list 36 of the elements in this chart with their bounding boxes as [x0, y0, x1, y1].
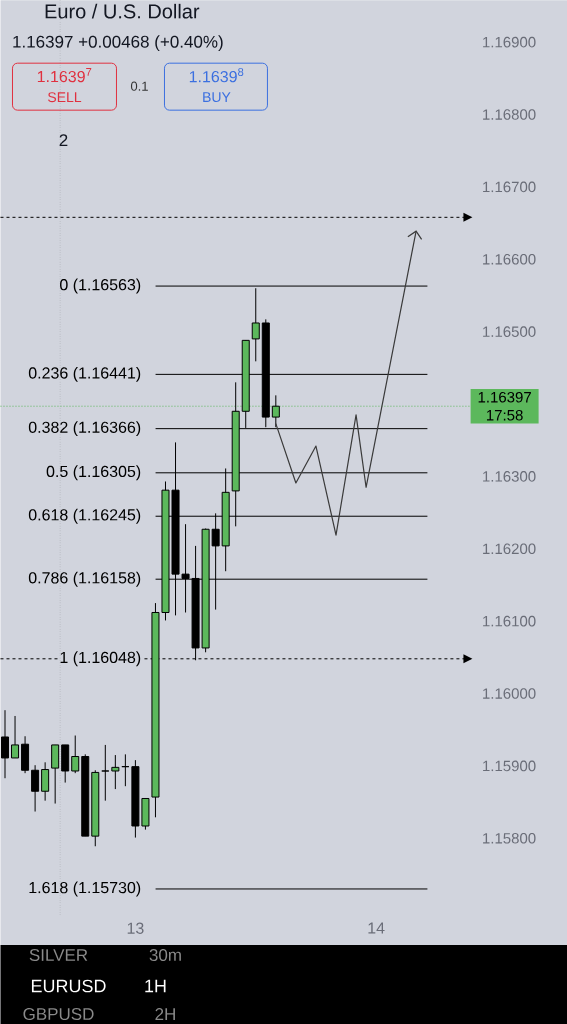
- annotation: SELL: [47, 92, 81, 103]
- text: SILVER: [29, 948, 88, 962]
- x-tick-label: 13: [127, 922, 144, 934]
- ref-line-label: 0.5 (1.16305): [46, 465, 140, 481]
- y-tick-label: 1.15800: [482, 832, 536, 844]
- y-tick-label: 1.16800: [482, 109, 536, 120]
- y-tick-label: 1.16200: [482, 543, 536, 555]
- text: 1.16397 +0.00468 (+0.40%): [13, 35, 223, 52]
- text: GBPUSD: [23, 1007, 94, 1021]
- x-tick-label: 14: [368, 922, 385, 934]
- y-tick-label: 1.16300: [482, 471, 536, 482]
- annotation: 2: [59, 134, 68, 147]
- ref-line-label: 0.786 (1.16158): [28, 571, 140, 587]
- ref-line-label: 0 (1.16563): [59, 278, 140, 294]
- chart-title: Euro / U.S. Dollar: [45, 3, 200, 19]
- y-tick-label: 1.16500: [482, 326, 536, 337]
- ref-line-label: 0.382 (1.16366): [28, 421, 140, 437]
- y-tick-label: 1.16100: [482, 615, 536, 627]
- annotation: 0.1: [130, 81, 148, 91]
- text: 30m: [149, 948, 181, 962]
- y-tick-label: 1.16000: [482, 688, 536, 699]
- text: 2H: [155, 1008, 175, 1020]
- y-tick-label: 1.15900: [482, 760, 536, 772]
- ref-line-label: 0.236 (1.16441): [28, 366, 140, 382]
- ref-line-label: 0.618 (1.16245): [28, 508, 140, 524]
- text: EURUSD: [31, 979, 106, 993]
- ref-line-label: 1.618 (1.15730): [29, 881, 140, 897]
- annotation: 1.1639$^{8}$: [189, 68, 244, 83]
- y-tick-label: 1.16700: [482, 181, 536, 193]
- ref-line-label: 1.16397 17:58: [478, 391, 531, 421]
- y-tick-label: 1.16900: [482, 36, 536, 48]
- text: 1H: [145, 979, 166, 993]
- ref-line-label: 1 (1.16048): [60, 651, 140, 667]
- y-tick-label: 1.16600: [482, 253, 536, 265]
- annotation: BUY: [203, 92, 231, 103]
- annotation: 1.1639$^{7}$: [37, 68, 92, 83]
